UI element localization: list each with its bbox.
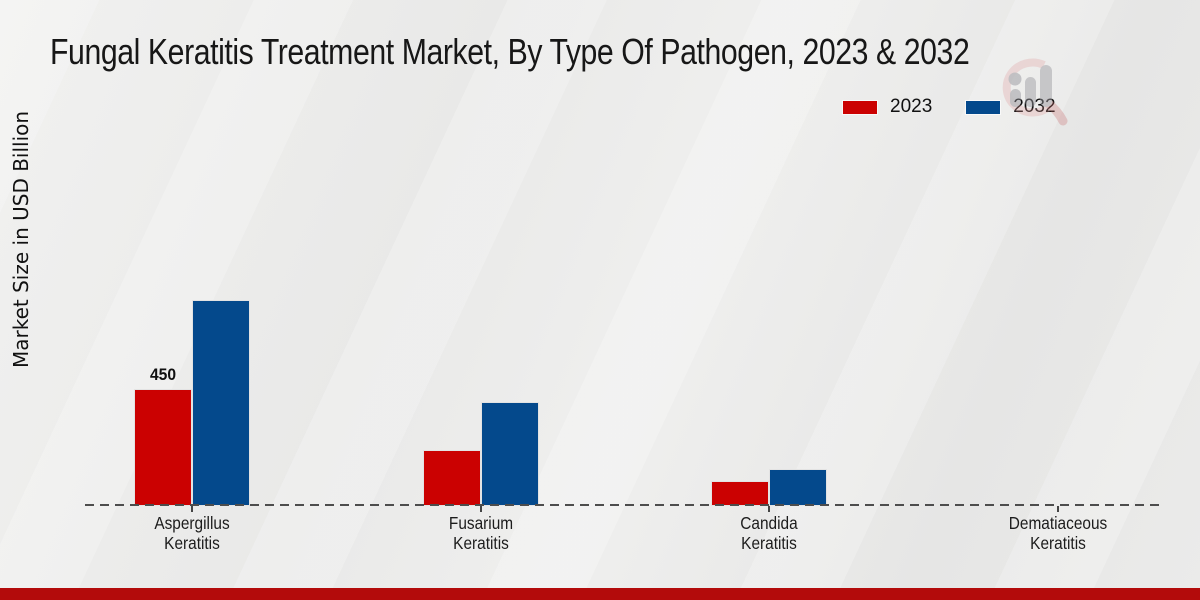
chart-title: Fungal Keratitis Treatment Market, By Ty… bbox=[50, 31, 970, 72]
bar-value-label: 450 bbox=[149, 364, 177, 384]
legend-swatch-2023 bbox=[843, 100, 877, 114]
category-label-aspergillus-keratitis: Aspergillus Keratitis bbox=[154, 513, 230, 553]
bar-2032-fusarium-keratitis bbox=[481, 401, 539, 506]
bar-2023-aspergillus-keratitis bbox=[134, 388, 192, 506]
bar-2023-candida-keratitis bbox=[711, 481, 769, 506]
x-axis-tick bbox=[191, 506, 193, 512]
x-axis-tick bbox=[1057, 506, 1059, 512]
legend-item-2032: 2032 bbox=[966, 96, 1056, 118]
footer-accent-bar bbox=[0, 588, 1200, 600]
category-label-dematiaceous-keratitis: Dematiaceous Keratitis bbox=[1008, 513, 1108, 553]
legend-label-2032: 2032 bbox=[1013, 96, 1056, 117]
x-axis-dashed-line bbox=[85, 504, 1162, 506]
watermark-logo bbox=[992, 58, 1080, 131]
x-axis-tick bbox=[768, 506, 770, 512]
bar-2032-candida-keratitis bbox=[769, 469, 827, 506]
market-research-bar-graph-logo-icon bbox=[1002, 58, 1068, 126]
legend-item-2023: 2023 bbox=[843, 96, 932, 118]
category-label-fusarium-keratitis: Fusarium Keratitis bbox=[448, 513, 514, 553]
legend: 2023 2032 bbox=[843, 96, 1056, 118]
x-axis-tick bbox=[480, 506, 482, 512]
bar-2032-aspergillus-keratitis bbox=[192, 299, 250, 506]
legend-swatch-2032 bbox=[966, 100, 1001, 114]
category-label-candida-keratitis: Candida Keratitis bbox=[740, 513, 798, 553]
bar-2023-fusarium-keratitis bbox=[423, 449, 481, 506]
legend-label-2023: 2023 bbox=[890, 96, 933, 117]
